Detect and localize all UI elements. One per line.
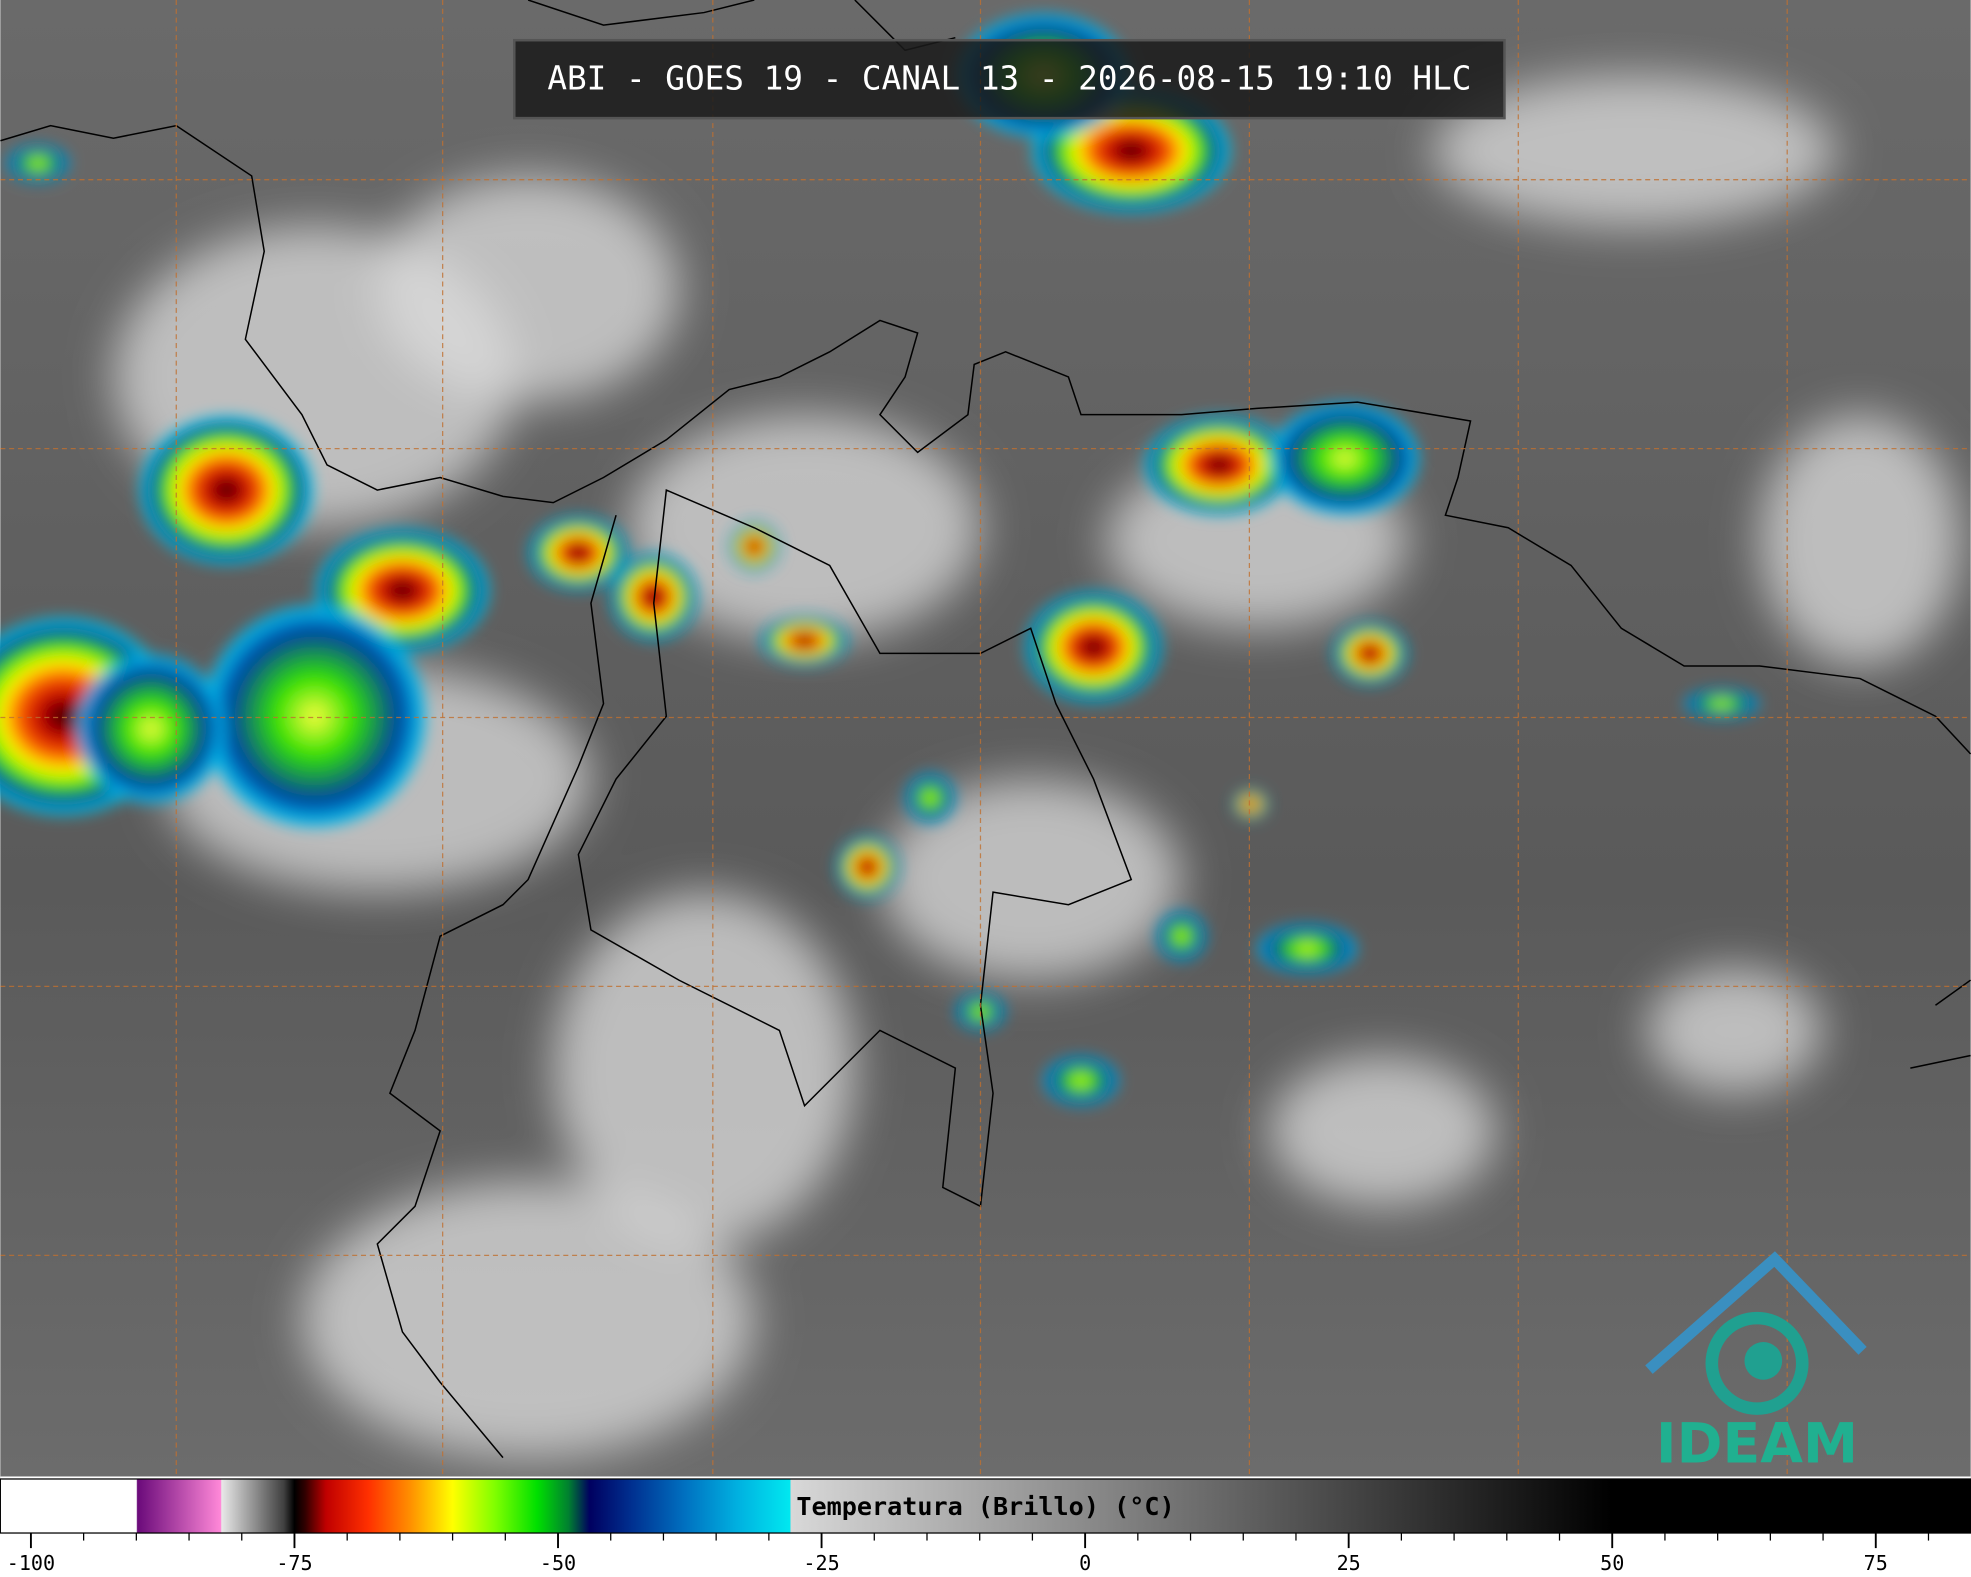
storm-cell	[138, 414, 315, 566]
storm-cell	[1233, 789, 1269, 820]
cloud	[1432, 75, 1835, 227]
cloud	[377, 175, 679, 403]
storm-cell	[729, 521, 780, 572]
storm-cell	[1269, 402, 1421, 516]
cloud	[1646, 967, 1823, 1094]
tick-label: 0	[1079, 1551, 1091, 1575]
storm-cell	[905, 772, 956, 824]
storm-cell	[201, 603, 428, 830]
colorbar-axis: -100 -75 -50 -25 0 25 50 75	[7, 1533, 1930, 1575]
storm-cell	[1684, 688, 1760, 719]
tick-label: -75	[276, 1551, 312, 1575]
title-box	[513, 38, 1506, 120]
storm-cell	[528, 515, 629, 591]
cloud	[553, 892, 855, 1245]
storm-cell	[6, 144, 70, 183]
cloud	[628, 414, 981, 641]
storm-cell	[1256, 923, 1358, 974]
storm-cell	[1024, 590, 1163, 704]
cloud	[1269, 1055, 1496, 1207]
tick-label: -50	[540, 1551, 576, 1575]
logo: IDEAM	[1645, 1251, 1867, 1477]
logo-eye	[1744, 1342, 1783, 1380]
storm-cell	[835, 835, 899, 899]
cloud	[879, 779, 1182, 981]
tick-label: -25	[803, 1551, 839, 1575]
storm-cell	[1143, 414, 1295, 516]
storm-cell	[75, 653, 227, 805]
tick-label: 50	[1600, 1551, 1624, 1575]
coastlines	[0, 0, 1971, 1459]
colorbar	[0, 1478, 1971, 1534]
storm-cell	[760, 615, 849, 666]
tick-label: 25	[1337, 1551, 1361, 1575]
title: ABI - GOES 19 - CANAL 13 - 2026-08-15 19…	[547, 59, 1471, 97]
storm-cell	[1043, 1055, 1119, 1106]
tick-label: -100	[7, 1551, 55, 1575]
logo-text: IDEAM	[1656, 1413, 1858, 1477]
graticule	[0, 0, 1971, 1479]
storm-cell	[1332, 622, 1408, 685]
storm-cell	[1156, 911, 1207, 962]
colorbar-label: Temperatura (Brillo) (°C)	[796, 1492, 1174, 1521]
logo-roof	[1645, 1251, 1867, 1374]
cloud	[301, 1181, 755, 1458]
tick-label: 75	[1864, 1551, 1888, 1575]
logo-swirl	[1705, 1311, 1809, 1415]
cloud	[1759, 414, 1961, 666]
